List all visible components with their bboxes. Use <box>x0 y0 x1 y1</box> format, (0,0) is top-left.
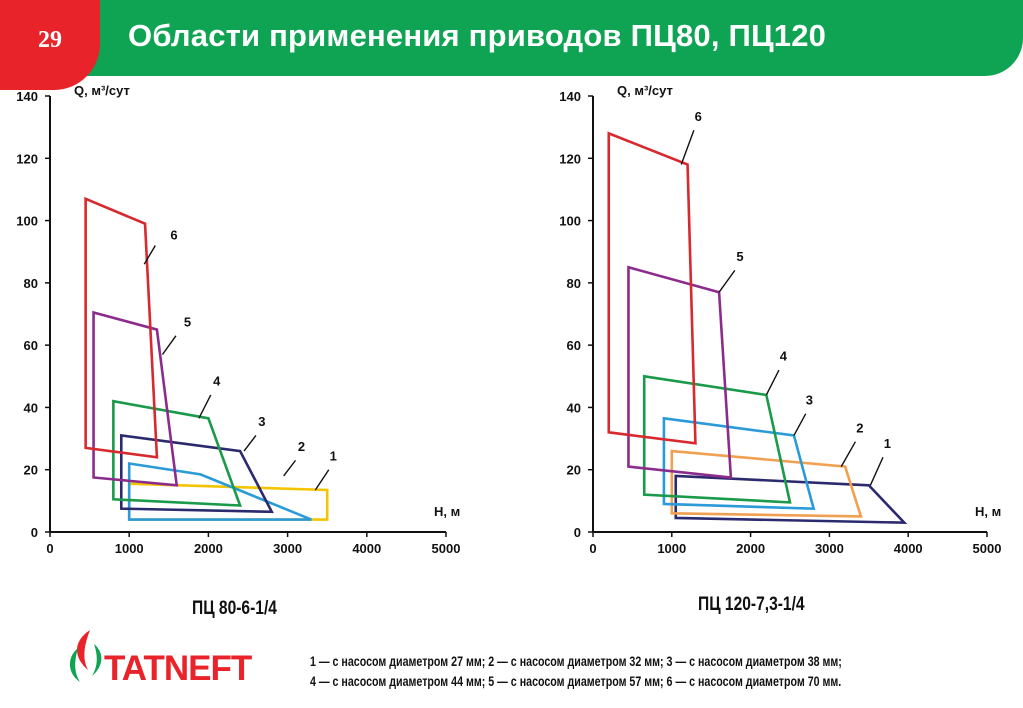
series-2-label: 2 <box>298 439 305 454</box>
series-4-area <box>112 399 242 507</box>
y-tick-label: 0 <box>574 525 581 540</box>
y-tick-label: 120 <box>559 151 581 166</box>
x-tick-label: 5000 <box>432 541 461 556</box>
series-4-label: 4 <box>213 374 221 389</box>
y-axis-label: Q, м³/сут <box>617 83 673 98</box>
x-tick-label: 2000 <box>736 541 765 556</box>
series-5-leader <box>161 335 177 355</box>
x-tick-label: 1000 <box>115 541 144 556</box>
slide-number: 29 <box>38 26 62 53</box>
x-tick-label: 4000 <box>894 541 923 556</box>
series-3-area <box>662 416 816 510</box>
series-6-leader <box>143 245 156 265</box>
series-5-label: 5 <box>184 314 191 329</box>
y-tick-label: 40 <box>567 400 581 415</box>
legend-line-2: 4 — с насосом диаметром 44 мм; 5 — с нас… <box>310 674 842 689</box>
series-3-label: 3 <box>806 392 813 407</box>
y-tick-label: 100 <box>16 214 38 229</box>
chart-subtitle-pc120: ПЦ 120-7,3-1/4 <box>698 594 805 615</box>
series-2-area <box>670 449 863 518</box>
series-2-leader <box>283 459 297 477</box>
x-axis-label: Н, м <box>975 504 1001 519</box>
legend: 1 — с насосом диаметром 27 мм; 2 — с нас… <box>310 652 842 692</box>
logo-text: TATNEFT <box>104 649 252 688</box>
x-tick-label: 3000 <box>273 541 302 556</box>
series-2-leader <box>840 441 857 467</box>
series-6-leader <box>680 130 695 165</box>
y-tick-label: 140 <box>559 89 581 104</box>
series-6-label: 6 <box>170 227 177 242</box>
series-4-leader <box>765 369 780 396</box>
series-3-leader <box>243 435 257 452</box>
x-tick-label: 3000 <box>815 541 844 556</box>
y-tick-label: 80 <box>24 276 38 291</box>
y-tick-label: 40 <box>24 400 38 415</box>
series-4-label: 4 <box>780 349 788 364</box>
legend-line-1: 1 — с насосом диаметром 27 мм; 2 — с нас… <box>310 654 842 669</box>
y-tick-label: 100 <box>559 214 581 229</box>
x-tick-label: 5000 <box>973 541 1002 556</box>
header-bar <box>0 0 1023 76</box>
x-tick-label: 0 <box>589 541 596 556</box>
series-1-leader <box>314 469 330 491</box>
series-6-label: 6 <box>695 109 702 124</box>
series-2-label: 2 <box>856 420 863 435</box>
x-tick-label: 0 <box>46 541 53 556</box>
series-1-label: 1 <box>330 448 337 463</box>
series-5-label: 5 <box>736 249 743 264</box>
series-3-area <box>119 433 274 514</box>
y-tick-label: 20 <box>567 463 581 478</box>
series-6-area <box>84 196 159 459</box>
y-tick-label: 60 <box>567 338 581 353</box>
tatneft-logo: TATNEFT <box>69 630 253 688</box>
y-tick-label: 20 <box>24 463 38 478</box>
y-tick-label: 80 <box>567 276 581 291</box>
y-tick-label: 60 <box>24 338 38 353</box>
series-5-area <box>627 265 733 479</box>
series-6-area <box>607 131 697 445</box>
y-tick-label: 0 <box>31 525 38 540</box>
series-3-leader <box>793 413 807 436</box>
series-1-label: 1 <box>884 436 891 451</box>
series-5-area <box>92 310 179 487</box>
x-tick-label: 1000 <box>657 541 686 556</box>
chart-subtitle-pc80: ПЦ 80-6-1/4 <box>192 598 277 619</box>
slide-title: Области применения приводов ПЦ80, ПЦ120 <box>128 18 827 53</box>
series-5-leader <box>718 269 736 293</box>
x-tick-label: 4000 <box>352 541 381 556</box>
y-axis-label: Q, м³/сут <box>74 83 130 98</box>
series-1-leader <box>869 456 884 486</box>
y-tick-label: 120 <box>16 151 38 166</box>
y-tick-label: 140 <box>16 89 38 104</box>
x-tick-label: 2000 <box>194 541 223 556</box>
series-3-label: 3 <box>258 414 265 429</box>
x-axis-label: Н, м <box>434 504 460 519</box>
slide-number-badge: 29 <box>0 0 100 90</box>
series-4-leader <box>198 394 212 419</box>
